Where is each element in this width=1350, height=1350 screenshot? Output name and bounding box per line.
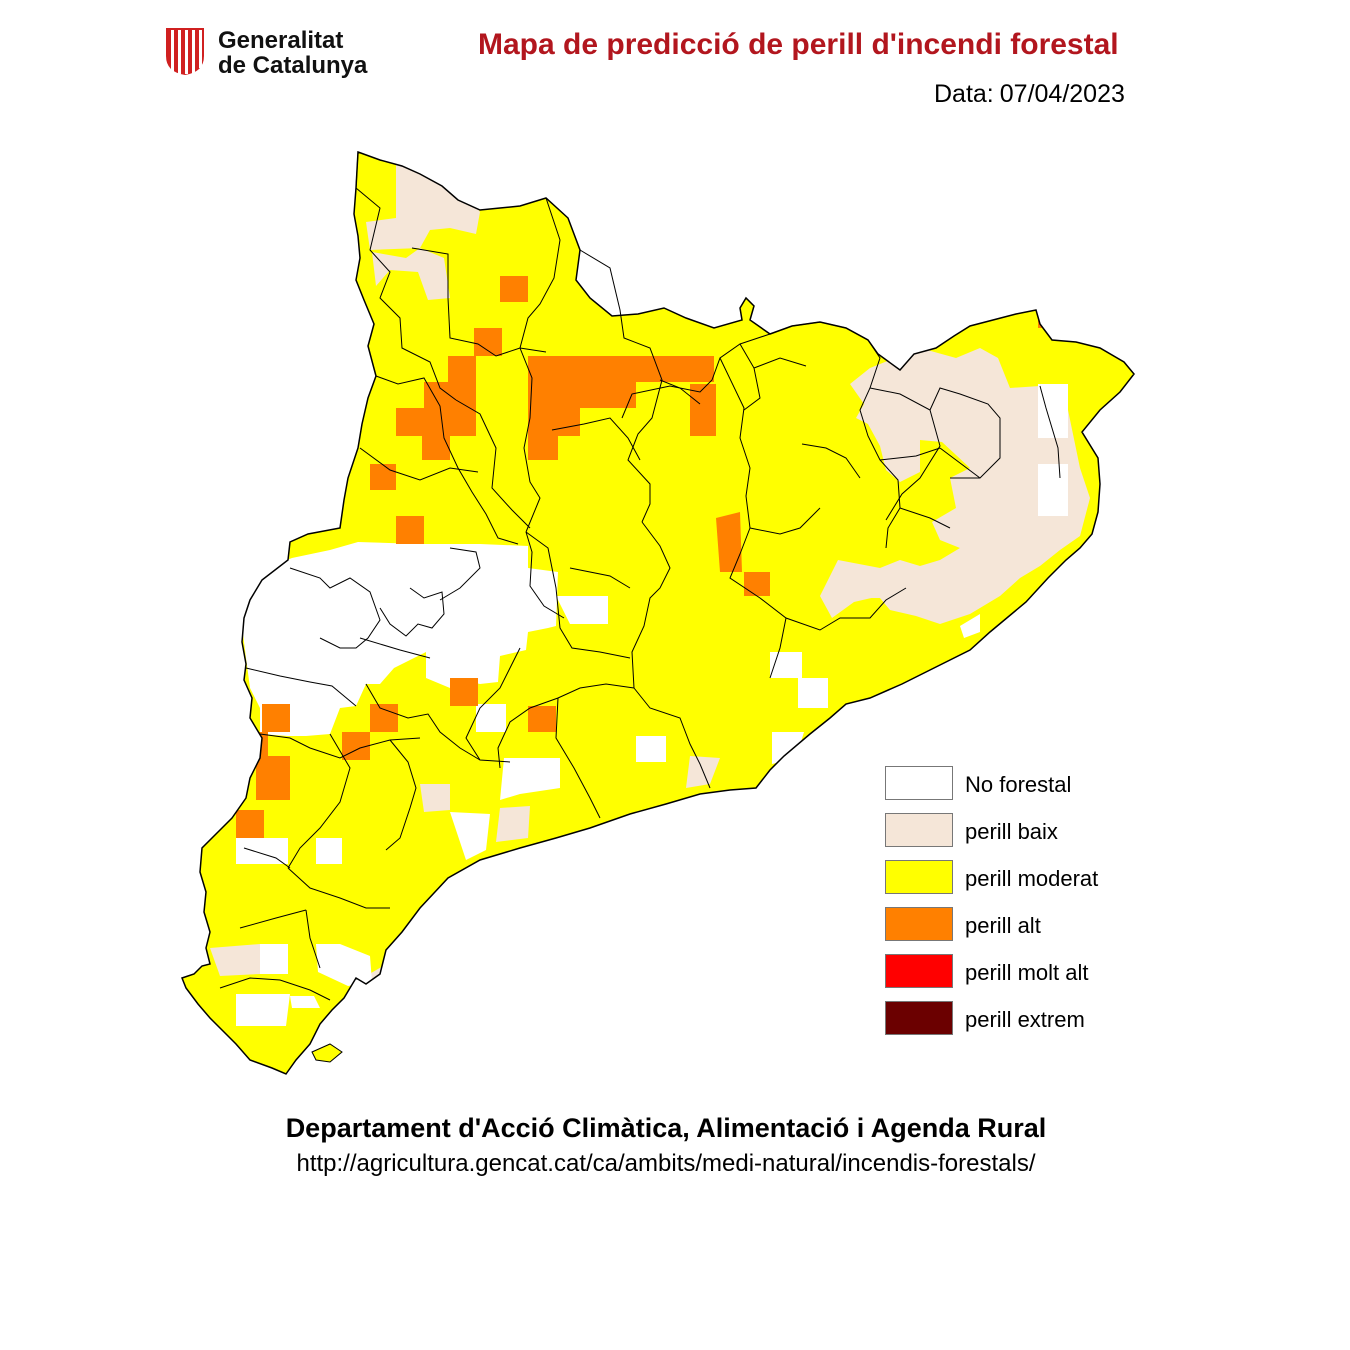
legend-item-no-forestal: No forestal xyxy=(885,766,1145,813)
legend-swatch xyxy=(885,954,953,988)
map-date: Data: 07/04/2023 xyxy=(934,80,1125,109)
legend-label: No forestal xyxy=(965,772,1072,797)
generalitat-logo: Generalitat de Catalunya xyxy=(164,26,384,80)
logo-line2: de Catalunya xyxy=(218,52,368,79)
department-name: Departament d'Acció Climàtica, Alimentac… xyxy=(285,1113,1047,1143)
legend-swatch xyxy=(885,766,953,800)
legend-swatch xyxy=(885,860,953,894)
legend-item-perill-baix: perill baix xyxy=(885,813,1145,860)
catalonia-fire-risk-map xyxy=(181,150,1135,1075)
legend-swatch xyxy=(885,907,953,941)
legend-swatch xyxy=(885,813,953,847)
logo-line1: Generalitat xyxy=(218,27,344,54)
legend-label: perill extrem xyxy=(965,1007,1085,1032)
date-value: 07/04/2023 xyxy=(999,80,1125,108)
legend-label: perill moderat xyxy=(965,866,1099,891)
legend: No forestal perill baix perill moderat p… xyxy=(885,766,1145,1048)
legend-item-perill-molt-alt: perill molt alt xyxy=(885,954,1145,1001)
legend-label: perill alt xyxy=(965,913,1041,938)
department-url: http://agricultura.gencat.cat/ca/ambits/… xyxy=(296,1150,1036,1177)
senyera-emblem-icon xyxy=(166,28,204,75)
legend-label: perill baix xyxy=(965,819,1058,844)
logo-text: Generalitat de Catalunya xyxy=(218,28,367,78)
legend-label: perill molt alt xyxy=(965,960,1089,985)
map-title: Mapa de predicció de perill d'incendi fo… xyxy=(478,28,1119,61)
legend-item-perill-alt: perill alt xyxy=(885,907,1145,954)
legend-swatch xyxy=(885,1001,953,1035)
legend-item-perill-moderat: perill moderat xyxy=(885,860,1145,907)
date-label: Data: xyxy=(934,80,994,108)
legend-item-perill-extrem: perill extrem xyxy=(885,1001,1145,1048)
